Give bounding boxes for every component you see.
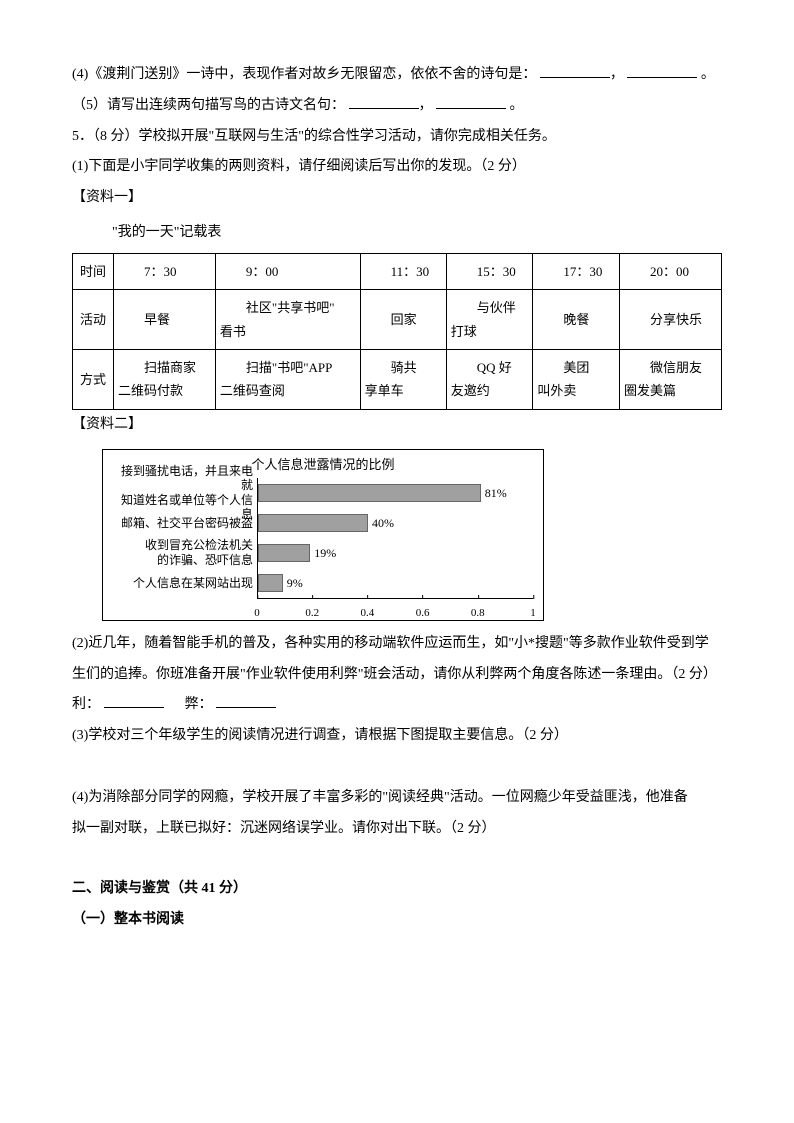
bi-label: 弊：	[185, 697, 213, 712]
material-2-label: 【资料二】	[72, 410, 722, 441]
cell: 9：00	[215, 253, 360, 289]
q5-2-blanks: 利： 弊：	[72, 690, 722, 721]
table-title: "我的一天"记载表	[112, 218, 722, 249]
cell: 骑共享单车	[360, 349, 446, 409]
bar-area: 19%	[257, 538, 533, 568]
bar-value: 19%	[314, 540, 336, 566]
axis-tick: 0.6	[416, 601, 430, 625]
cell: 回家	[360, 290, 446, 350]
q5-1: (1)下面是小宇同学收集的两则资料，请仔细阅读后写出你的发现。（2 分）	[72, 152, 722, 183]
cell-text: 早餐	[118, 308, 211, 331]
bar-area: 40%	[257, 508, 533, 538]
cell: 社区"共享书吧"看书	[215, 290, 360, 350]
q5-2a: (2)近几年，随着智能手机的普及，各种实用的移动端软件应运而生，如"小*搜题"等…	[72, 629, 722, 660]
blank	[540, 63, 610, 78]
section-2-heading: 二、阅读与鉴赏（共 41 分）	[72, 874, 722, 905]
bar-value: 9%	[287, 570, 303, 596]
cell-text: 骑共享单车	[365, 356, 442, 403]
q5-main: 5．（8 分）学校拟开展"互联网与生活"的综合性学习活动，请你完成相关任务。	[72, 122, 722, 153]
bar	[258, 484, 481, 502]
cell: 20：00	[620, 253, 722, 289]
bar-row: 接到骚扰电话，并且来电就知道姓名或单位等个人信息81%	[113, 478, 533, 508]
q5-pre-line: （5）请写出连续两句描写鸟的古诗文名句： ， 。	[72, 91, 722, 122]
cell: QQ 好友邀约	[446, 349, 533, 409]
axis-tick: 0.2	[305, 601, 319, 625]
section-2-sub: （一）整本书阅读	[72, 905, 722, 936]
table-row: 时间 7：30 9：00 11：30 15：30 17：30 20：00	[73, 253, 722, 289]
cell: 美团叫外卖	[533, 349, 620, 409]
q4-tail: 。	[701, 67, 715, 82]
bar-value: 81%	[485, 480, 507, 506]
axis-tick: 0	[254, 601, 260, 625]
q5-4b: 拟一副对联，上联已拟好：沉迷网络误学业。请你对出下联。（2 分）	[72, 814, 722, 845]
cell-text: 15：30	[451, 260, 529, 283]
cell: 15：30	[446, 253, 533, 289]
cell-text: 与伙伴打球	[451, 296, 529, 343]
cell-text: 晚餐	[537, 308, 615, 331]
cell-text: QQ 好友邀约	[451, 356, 529, 403]
cell-text: 回家	[365, 308, 442, 331]
cell: 分享快乐	[620, 290, 722, 350]
axis-spacer	[113, 598, 257, 616]
x-axis: 00.20.40.60.81	[257, 598, 533, 617]
q4-line: (4)《渡荆门送别》一诗中，表现作者对故乡无限留恋，依依不舍的诗句是： ， 。	[72, 60, 722, 91]
q5-4a: (4)为消除部分同学的网瘾，学校开展了丰富多彩的"阅读经典"活动。一位网瘾少年受…	[72, 783, 722, 814]
q4-text: (4)《渡荆门送别》一诗中，表现作者对故乡无限留恋，依依不舍的诗句是：	[72, 67, 536, 82]
q5-3: (3)学校对三个年级学生的阅读情况进行调查，请根据下图提取主要信息。（2 分）	[72, 721, 722, 752]
bar-row: 收到冒充公检法机关的诈骗、恐吓信息 19%	[113, 538, 533, 568]
cell-text: 20：00	[624, 260, 717, 283]
cell-text: 扫描"书吧"APP二维码查阅	[220, 356, 356, 403]
material-1-label: 【资料一】	[72, 183, 722, 214]
row-header: 时间	[73, 253, 114, 289]
cell: 11：30	[360, 253, 446, 289]
bar	[258, 574, 283, 592]
cell: 扫描"书吧"APP二维码查阅	[215, 349, 360, 409]
cell-text: 分享快乐	[624, 308, 717, 331]
q5pre-tail: 。	[510, 98, 524, 113]
cell: 晚餐	[533, 290, 620, 350]
axis-tick: 1	[530, 601, 536, 625]
cell-text: 扫描商家二维码付款	[118, 356, 211, 403]
cell-text: 微信朋友圈发美篇	[624, 356, 717, 403]
bar-label: 个人信息在某网站出现	[113, 576, 257, 590]
table-row: 方式 扫描商家二维码付款 扫描"书吧"APP二维码查阅 骑共享单车 QQ 好友邀…	[73, 349, 722, 409]
cell: 微信朋友圈发美篇	[620, 349, 722, 409]
cell: 与伙伴打球	[446, 290, 533, 350]
cell-text: 美团叫外卖	[537, 356, 615, 403]
row-header: 方式	[73, 349, 114, 409]
personal-info-chart: 个人信息泄露情况的比例 接到骚扰电话，并且来电就知道姓名或单位等个人信息81%邮…	[102, 449, 544, 621]
blank	[349, 94, 419, 109]
cell-text: 社区"共享书吧"看书	[220, 296, 356, 343]
bar-label: 收到冒充公检法机关的诈骗、恐吓信息	[113, 538, 257, 567]
day-log-table: 时间 7：30 9：00 11：30 15：30 17：30 20：00 活动 …	[72, 253, 722, 410]
cell: 7：30	[114, 253, 216, 289]
li-label: 利：	[72, 697, 100, 712]
blank	[436, 94, 506, 109]
q5pre-text: （5）请写出连续两句描写鸟的古诗文名句：	[72, 98, 345, 113]
bar-value: 40%	[372, 510, 394, 536]
table-row: 活动 早餐 社区"共享书吧"看书 回家 与伙伴打球 晚餐 分享快乐	[73, 290, 722, 350]
cell: 早餐	[114, 290, 216, 350]
cell-text: 11：30	[365, 260, 442, 283]
cell: 17：30	[533, 253, 620, 289]
blank	[216, 693, 276, 708]
bar-label: 邮箱、社交平台密码被盗	[113, 516, 257, 530]
cell-text: 9：00	[220, 260, 356, 283]
blank	[104, 693, 164, 708]
cell-text: 7：30	[118, 260, 211, 283]
bar-label: 接到骚扰电话，并且来电就知道姓名或单位等个人信息	[113, 464, 257, 522]
row-header: 活动	[73, 290, 114, 350]
q5-2b: 生们的追捧。你班准备开展"作业软件使用利弊"班会活动，请你从利弊两个角度各陈述一…	[72, 660, 722, 691]
bar	[258, 544, 310, 562]
cell-text: 17：30	[537, 260, 615, 283]
bar-area: 81%	[257, 478, 533, 508]
bar	[258, 514, 368, 532]
axis-tick: 0.8	[471, 601, 485, 625]
bar-area: 9%	[257, 568, 533, 598]
blank	[627, 63, 697, 78]
axis-tick: 0.4	[361, 601, 375, 625]
bar-row: 个人信息在某网站出现 9%	[113, 568, 533, 598]
cell: 扫描商家二维码付款	[114, 349, 216, 409]
